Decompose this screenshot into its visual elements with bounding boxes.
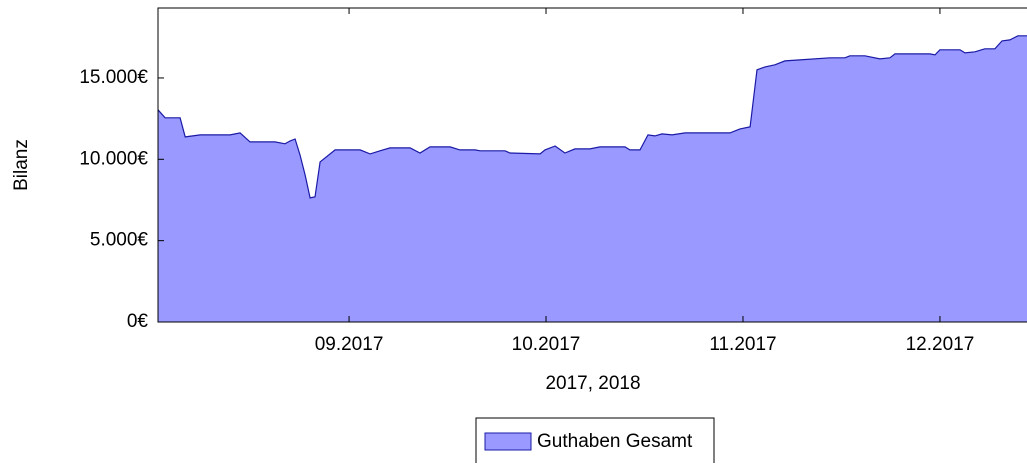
x-tick-label: 09.2017 [315, 334, 384, 355]
x-tick-label: 10.2017 [512, 334, 581, 355]
legend-swatch [484, 432, 532, 451]
x-tick-label: 11.2017 [709, 334, 776, 355]
y-tick-label: 5.000€ [90, 230, 149, 251]
legend-label: Guthaben Gesamt [537, 431, 693, 452]
area [158, 35, 1027, 323]
y-tick-label: 0€ [127, 311, 149, 332]
x-tick-label: 12.2017 [906, 334, 975, 355]
plot-frame [157, 7, 1027, 323]
y-axis-label: Bilanz [11, 139, 32, 191]
y-tick-label: 15.000€ [79, 67, 148, 88]
area-line [157, 35, 1027, 199]
x-axis-label: 2017, 2018 [545, 373, 640, 394]
y-tick-label: 10.000€ [79, 148, 148, 169]
